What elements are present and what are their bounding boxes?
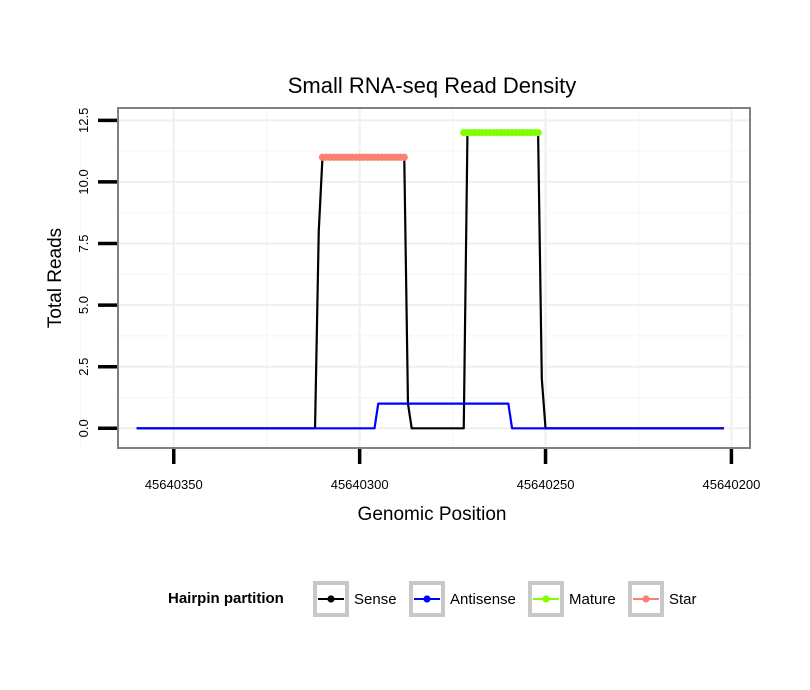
x-axis: 45640350 45640300 45640250 45640200 — [145, 449, 760, 492]
legend-title: Hairpin partition — [168, 590, 284, 607]
legend-item-antisense: Antisense — [409, 581, 516, 617]
y-tick-label: 2.5 — [76, 358, 91, 376]
series-layer — [136, 129, 724, 430]
legend: Hairpin partition Sense Antisense Mature St… — [168, 581, 697, 617]
y-axis-title: Total Reads — [45, 228, 66, 328]
y-tick-label: 12.5 — [76, 108, 91, 133]
legend-label: Mature — [569, 591, 616, 608]
x-tick-label: 45640300 — [331, 477, 389, 492]
plot-border — [117, 107, 751, 449]
y-axis: 0.0 2.5 5.0 7.5 10.0 12.5 — [76, 108, 117, 437]
legend-item-star: Star — [628, 581, 697, 617]
legend-label: Sense — [354, 591, 397, 608]
x-tick-label: 45640250 — [517, 477, 575, 492]
legend-key-point — [542, 595, 550, 603]
plot-background — [118, 108, 750, 448]
legend-label: Antisense — [450, 591, 516, 608]
series-point-star — [400, 153, 408, 161]
x-axis-title: Genomic Position — [358, 504, 507, 525]
series-point-mature — [534, 129, 542, 137]
series-line-antisense — [136, 402, 724, 430]
x-tick-label: 45640200 — [702, 477, 760, 492]
legend-label: Star — [669, 591, 697, 608]
y-tick-label: 10.0 — [76, 169, 91, 194]
y-tick-label: 7.5 — [76, 234, 91, 252]
plot-panel — [80, 107, 751, 449]
series-line-sense — [136, 131, 724, 430]
y-tick-label: 5.0 — [76, 296, 91, 314]
legend-key-point — [327, 595, 335, 603]
x-tick-label: 45640350 — [145, 477, 203, 492]
legend-key-point — [642, 595, 650, 603]
legend-item-sense: Sense — [313, 581, 397, 617]
legend-key-point — [423, 595, 431, 603]
chart-title: Small RNA-seq Read Density — [288, 73, 577, 98]
y-tick-label: 0.0 — [76, 419, 91, 437]
legend-items: Sense Antisense Mature Star — [313, 581, 697, 617]
legend-item-mature: Mature — [528, 581, 616, 617]
